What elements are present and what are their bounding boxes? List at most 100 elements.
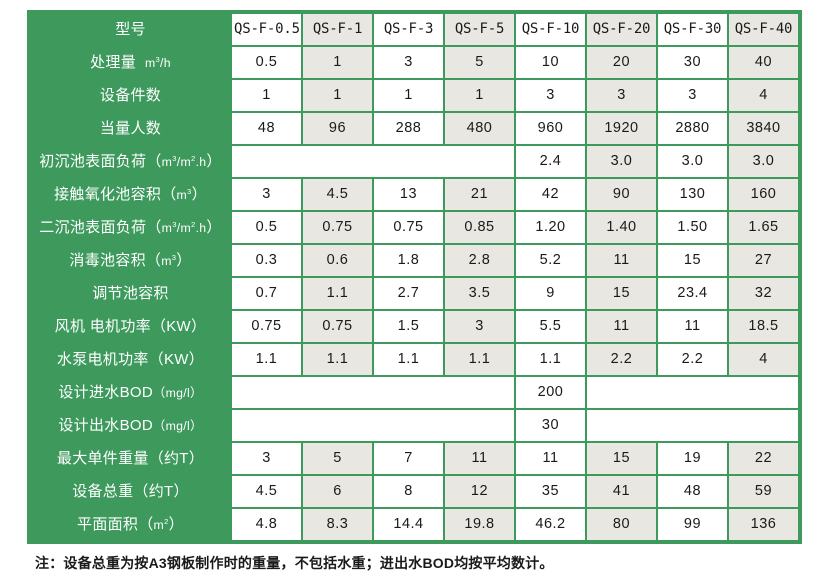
data-cell: 1 <box>374 80 443 111</box>
data-cell: 1.1 <box>445 344 514 375</box>
data-cell: 5.5 <box>516 311 585 342</box>
empty-merged-cell-right <box>587 410 798 441</box>
data-cell: 0.6 <box>303 245 372 276</box>
data-cell: 130 <box>658 179 727 210</box>
data-cell: 11 <box>587 245 656 276</box>
data-cell: 3.0 <box>587 146 656 177</box>
data-cell: 1.1 <box>303 344 372 375</box>
row-label-cell: 设备件数 <box>31 80 230 111</box>
data-cell: 3 <box>516 80 585 111</box>
data-cell: 10 <box>516 47 585 78</box>
header-label-cell: 型号 <box>31 14 230 45</box>
empty-merged-cell-left <box>232 377 514 408</box>
data-cell: 2.7 <box>374 278 443 309</box>
data-cell: 1 <box>445 80 514 111</box>
data-cell: 2.8 <box>445 245 514 276</box>
column-header-model: QS-F-10 <box>516 14 585 45</box>
data-cell: 4.8 <box>232 509 301 540</box>
data-cell: 14.4 <box>374 509 443 540</box>
column-header-model: QS-F-30 <box>658 14 727 45</box>
data-cell: 0.75 <box>374 212 443 243</box>
data-cell: 3 <box>445 311 514 342</box>
data-cell: 13 <box>374 179 443 210</box>
row-label-cell: 接触氧化池容积（m3） <box>31 179 230 210</box>
data-cell: 9 <box>516 278 585 309</box>
data-cell: 1.40 <box>587 212 656 243</box>
data-cell: 1 <box>303 80 372 111</box>
data-cell: 1.5 <box>374 311 443 342</box>
equipment-spec-table: 型号 QS-F-0.5 QS-F-1 QS-F-3 QS-F-5 QS-F-10 QS-F-… <box>27 10 802 544</box>
data-cell: 136 <box>729 509 798 540</box>
data-cell: 200 <box>516 377 585 408</box>
data-cell: 3 <box>374 47 443 78</box>
data-cell: 5 <box>303 443 372 474</box>
row-label-cell: 当量人数 <box>31 113 230 144</box>
column-header-model: QS-F-1 <box>303 14 372 45</box>
data-cell: 7 <box>374 443 443 474</box>
row-label-cell: 设计出水BOD（mg/l） <box>31 410 230 441</box>
data-cell: 11 <box>587 311 656 342</box>
data-cell: 160 <box>729 179 798 210</box>
data-cell: 96 <box>303 113 372 144</box>
table-footnote: 注：设备总重为按A3钢板制作时的重量，不包括水重；进出水BOD均按平均数计。 <box>35 555 554 571</box>
data-cell: 46.2 <box>516 509 585 540</box>
data-cell: 11 <box>516 443 585 474</box>
data-cell: 20 <box>587 47 656 78</box>
data-cell: 480 <box>445 113 514 144</box>
column-header-model: QS-F-3 <box>374 14 443 45</box>
table-row: 设备总重（约T） 4.5 6 8 12 35 41 48 59 <box>31 476 798 507</box>
data-cell: 1.1 <box>374 344 443 375</box>
data-cell: 3 <box>658 80 727 111</box>
data-cell: 3 <box>232 179 301 210</box>
table-row: 当量人数 48 96 288 480 960 1920 2880 3840 <box>31 113 798 144</box>
data-cell: 0.3 <box>232 245 301 276</box>
data-cell: 80 <box>587 509 656 540</box>
data-cell: 0.5 <box>232 47 301 78</box>
row-label-cell: 平面面积（m2） <box>31 509 230 540</box>
data-cell: 3 <box>587 80 656 111</box>
data-cell: 1.20 <box>516 212 585 243</box>
data-cell: 27 <box>729 245 798 276</box>
data-cell: 6 <box>303 476 372 507</box>
data-cell: 19 <box>658 443 727 474</box>
data-cell: 4 <box>729 344 798 375</box>
row-label-cell: 处理量 m3/h <box>31 47 230 78</box>
data-cell: 5.2 <box>516 245 585 276</box>
data-cell: 1920 <box>587 113 656 144</box>
table-body: 型号 QS-F-0.5 QS-F-1 QS-F-3 QS-F-5 QS-F-10 QS-F-… <box>31 14 798 540</box>
data-cell: 99 <box>658 509 727 540</box>
table-row: 初沉池表面负荷（m3/m2.h） 2.4 3.0 3.0 3.0 <box>31 146 798 177</box>
data-cell: 3840 <box>729 113 798 144</box>
empty-merged-cell-right <box>587 377 798 408</box>
table-row: 处理量 m3/h 0.5 1 3 5 10 20 30 40 <box>31 47 798 78</box>
data-cell: 0.75 <box>303 212 372 243</box>
column-header-model: QS-F-20 <box>587 14 656 45</box>
data-cell: 32 <box>729 278 798 309</box>
data-cell: 2.2 <box>658 344 727 375</box>
data-cell: 1 <box>232 80 301 111</box>
data-cell: 48 <box>658 476 727 507</box>
data-cell: 22 <box>729 443 798 474</box>
table-row: 最大单件重量（约T） 3 5 7 11 11 15 19 22 <box>31 443 798 474</box>
data-cell: 41 <box>587 476 656 507</box>
row-label-cell: 设备总重（约T） <box>31 476 230 507</box>
data-cell: 12 <box>445 476 514 507</box>
data-cell: 90 <box>587 179 656 210</box>
empty-merged-cell-left <box>232 410 514 441</box>
data-cell: 2.4 <box>516 146 585 177</box>
data-cell: 8.3 <box>303 509 372 540</box>
row-label-cell: 调节池容积 <box>31 278 230 309</box>
data-cell: 15 <box>587 278 656 309</box>
table-row: 平面面积（m2） 4.8 8.3 14.4 19.8 46.2 80 99 136 <box>31 509 798 540</box>
data-cell: 23.4 <box>658 278 727 309</box>
data-cell: 30 <box>658 47 727 78</box>
data-cell: 0.7 <box>232 278 301 309</box>
row-label-cell: 设计进水BOD（mg/l） <box>31 377 230 408</box>
data-cell: 1.65 <box>729 212 798 243</box>
table-row: 设计出水BOD（mg/l） 30 <box>31 410 798 441</box>
row-label-cell: 风机 电机功率（KW） <box>31 311 230 342</box>
data-cell: 1.1 <box>516 344 585 375</box>
data-cell: 960 <box>516 113 585 144</box>
data-cell: 40 <box>729 47 798 78</box>
